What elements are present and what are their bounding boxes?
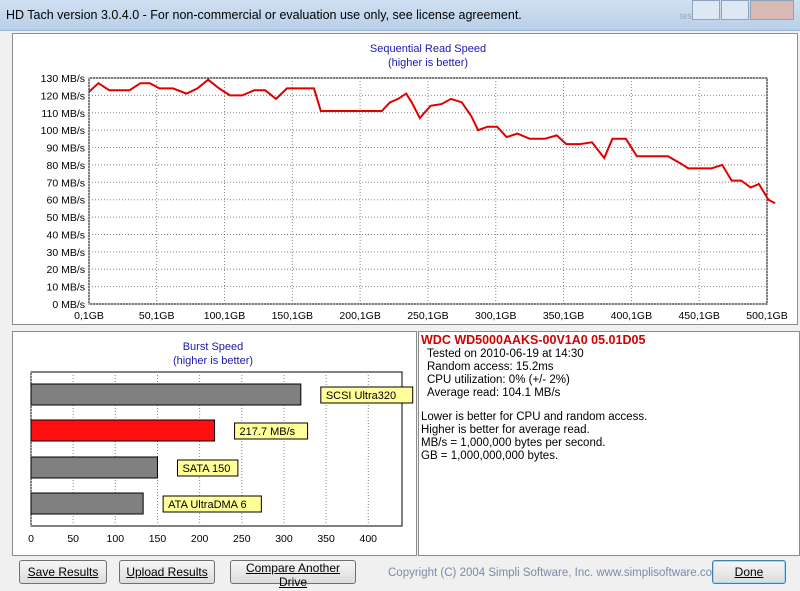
chart-title: Sequential Read Speed <box>370 43 486 55</box>
bar-label: ATA UltraDMA 6 <box>168 499 246 511</box>
average-read: Average read: 104.1 MB/s <box>427 387 561 399</box>
read-speed-line <box>88 78 776 205</box>
cpu-utilization: CPU utilization: 0% (+/- 2%) <box>427 374 570 386</box>
plot-area <box>88 77 768 305</box>
x-tick-label: 300,1GB <box>475 310 516 322</box>
burst-tick-label: 250 <box>233 533 251 545</box>
burst-title: Burst Speed <box>183 341 244 353</box>
burst-tick-label: 200 <box>191 533 209 545</box>
y-tick-label: 80 MB/s <box>46 160 85 172</box>
tested-on: Tested on 2010-06-19 at 14:30 <box>427 348 584 360</box>
save-results-button[interactable]: Save Results <box>19 560 107 584</box>
bar-label-box <box>320 386 414 404</box>
note-cpu: Lower is better for CPU and random acces… <box>421 411 648 423</box>
y-tick-label: 40 MB/s <box>46 229 85 241</box>
burst-tick-label: 350 <box>317 533 335 545</box>
bar-label: 217.7 MB/s <box>240 426 296 438</box>
x-tick-label: 350,1GB <box>543 310 584 322</box>
x-tick-label: 50,1GB <box>139 310 175 322</box>
compare-drive-button[interactable]: Compare Another Drive <box>230 560 356 589</box>
minimize-icon[interactable] <box>692 0 720 20</box>
chart-subtitle: (higher is better) <box>388 57 468 69</box>
y-tick-label: 100 MB/s <box>41 125 85 137</box>
done-button[interactable]: Done <box>712 560 786 584</box>
y-tick-label: 10 MB/s <box>46 282 85 294</box>
burst-bar <box>30 492 144 515</box>
x-tick-label: 100,1GB <box>204 310 245 322</box>
burst-tick-label: 50 <box>67 533 79 545</box>
y-tick-label: 90 MB/s <box>46 143 85 155</box>
burst-tick-label: 400 <box>360 533 378 545</box>
bar-label-box <box>234 422 309 440</box>
results-panel: WDC WD5000AAKS-00V1A0 05.01D05 Tested on… <box>418 331 800 556</box>
note-gb: GB = 1,000,000,000 bytes. <box>421 450 559 462</box>
burst-speed-chart: Burst Speed (higher is better) 0 50 100 150 20… <box>28 341 414 545</box>
burst-bar <box>30 383 302 406</box>
drive-model: WDC WD5000AAKS-00V1A0 05.01D05 <box>421 333 646 347</box>
y-tick-label: 50 MB/s <box>46 212 85 224</box>
note-mbs: MB/s = 1,000,000 bytes per second. <box>421 437 606 449</box>
burst-subtitle: (higher is better) <box>173 355 253 367</box>
burst-bar <box>30 419 216 442</box>
burst-tick-label: 150 <box>149 533 167 545</box>
read-speed-panel: Sequential Read Speed (higher is better) 0… <box>12 33 798 325</box>
y-tick-label: 60 MB/s <box>46 195 85 207</box>
y-tick-label: 110 MB/s <box>41 108 85 120</box>
maximize-icon[interactable] <box>721 0 749 20</box>
upload-results-button[interactable]: Upload Results <box>119 560 215 584</box>
bar-label: SATA 150 <box>182 463 230 475</box>
bar-label: SCSI Ultra320 <box>326 390 396 402</box>
x-tick-label: 200,1GB <box>339 310 380 322</box>
bar-label-box <box>176 459 239 477</box>
title-bar: HD Tach version 3.0.4.0 - For non-commer… <box>0 0 800 31</box>
y-tick-label: 120 MB/s <box>41 90 85 102</box>
burst-tick-label: 300 <box>275 533 293 545</box>
window-title: HD Tach version 3.0.4.0 - For non-commer… <box>6 8 522 22</box>
window-controls <box>691 0 794 22</box>
y-tick-label: 0 MB/s <box>52 299 85 311</box>
y-tick-label: 30 MB/s <box>46 247 85 259</box>
x-tick-label: 250,1GB <box>407 310 448 322</box>
read-speed-chart: Sequential Read Speed (higher is better) 0… <box>41 43 788 322</box>
y-tick-label: 20 MB/s <box>46 264 85 276</box>
x-tick-label: 150,1GB <box>272 310 313 322</box>
note-avg: Higher is better for average read. <box>421 424 590 436</box>
random-access: Random access: 15.2ms <box>427 361 554 373</box>
burst-bar <box>30 456 158 479</box>
x-tick-label: 500,1GB <box>746 310 787 322</box>
y-tick-label: 130 MB/s <box>41 73 85 85</box>
y-tick-label: 70 MB/s <box>46 177 85 189</box>
burst-speed-panel: Burst Speed (higher is better) 0 50 100 150 20… <box>12 331 417 556</box>
x-tick-label: 400,1GB <box>611 310 652 322</box>
copyright-text: Copyright (C) 2004 Simpli Software, Inc.… <box>388 567 722 579</box>
close-icon[interactable] <box>750 0 794 20</box>
x-tick-label: 0,1GB <box>74 310 104 322</box>
burst-tick-label: 100 <box>107 533 125 545</box>
burst-tick-label: 0 <box>28 533 34 545</box>
bar-label-box <box>162 495 262 513</box>
x-tick-label: 450,1GB <box>678 310 719 322</box>
